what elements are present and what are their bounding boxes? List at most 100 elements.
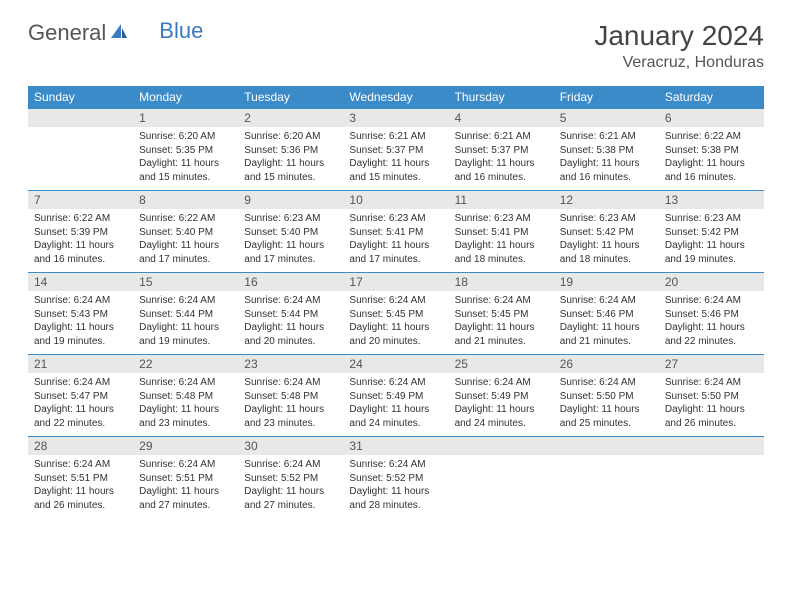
day-number: 22 (133, 354, 238, 373)
sunrise-text: Sunrise: 6:23 AM (560, 212, 653, 226)
daylight-text: Daylight: 11 hours and 16 minutes. (665, 157, 758, 184)
sunrise-text: Sunrise: 6:23 AM (455, 212, 548, 226)
sunset-text: Sunset: 5:37 PM (455, 144, 548, 158)
calendar-week-row: 1Sunrise: 6:20 AMSunset: 5:35 PMDaylight… (28, 108, 764, 190)
sunset-text: Sunset: 5:50 PM (665, 390, 758, 404)
sunset-text: Sunset: 5:49 PM (455, 390, 548, 404)
sunrise-text: Sunrise: 6:20 AM (139, 130, 232, 144)
daylight-text: Daylight: 11 hours and 23 minutes. (139, 403, 232, 430)
sunset-text: Sunset: 5:43 PM (34, 308, 127, 322)
daylight-text: Daylight: 11 hours and 15 minutes. (349, 157, 442, 184)
daylight-text: Daylight: 11 hours and 15 minutes. (139, 157, 232, 184)
sunset-text: Sunset: 5:40 PM (139, 226, 232, 240)
day-number: 16 (238, 272, 343, 291)
day-content: Sunrise: 6:24 AMSunset: 5:44 PMDaylight:… (133, 291, 238, 354)
sunrise-text: Sunrise: 6:24 AM (665, 376, 758, 390)
calendar-day-cell: 11Sunrise: 6:23 AMSunset: 5:41 PMDayligh… (449, 190, 554, 272)
daylight-text: Daylight: 11 hours and 21 minutes. (455, 321, 548, 348)
day-content: Sunrise: 6:24 AMSunset: 5:46 PMDaylight:… (659, 291, 764, 354)
daylight-text: Daylight: 11 hours and 19 minutes. (34, 321, 127, 348)
day-content: Sunrise: 6:24 AMSunset: 5:47 PMDaylight:… (28, 373, 133, 436)
day-number: 15 (133, 272, 238, 291)
day-content: Sunrise: 6:24 AMSunset: 5:52 PMDaylight:… (343, 455, 448, 518)
day-number: 7 (28, 190, 133, 209)
daylight-text: Daylight: 11 hours and 17 minutes. (349, 239, 442, 266)
daylight-text: Daylight: 11 hours and 18 minutes. (455, 239, 548, 266)
sunrise-text: Sunrise: 6:21 AM (560, 130, 653, 144)
daylight-text: Daylight: 11 hours and 17 minutes. (139, 239, 232, 266)
daylight-text: Daylight: 11 hours and 20 minutes. (349, 321, 442, 348)
calendar-day-cell (659, 436, 764, 518)
day-number: 11 (449, 190, 554, 209)
sunset-text: Sunset: 5:39 PM (34, 226, 127, 240)
calendar-day-cell: 12Sunrise: 6:23 AMSunset: 5:42 PMDayligh… (554, 190, 659, 272)
calendar-day-cell: 30Sunrise: 6:24 AMSunset: 5:52 PMDayligh… (238, 436, 343, 518)
calendar-day-cell (554, 436, 659, 518)
calendar-week-row: 7Sunrise: 6:22 AMSunset: 5:39 PMDaylight… (28, 190, 764, 272)
day-content: Sunrise: 6:24 AMSunset: 5:45 PMDaylight:… (449, 291, 554, 354)
calendar-day-cell: 29Sunrise: 6:24 AMSunset: 5:51 PMDayligh… (133, 436, 238, 518)
month-title: January 2024 (594, 20, 764, 52)
sunset-text: Sunset: 5:38 PM (560, 144, 653, 158)
daylight-text: Daylight: 11 hours and 24 minutes. (455, 403, 548, 430)
daylight-text: Daylight: 11 hours and 16 minutes. (455, 157, 548, 184)
calendar-week-row: 21Sunrise: 6:24 AMSunset: 5:47 PMDayligh… (28, 354, 764, 436)
logo-sail-icon (109, 22, 129, 45)
logo-text-gray: General (28, 20, 106, 46)
day-number: 4 (449, 108, 554, 127)
sunrise-text: Sunrise: 6:24 AM (349, 458, 442, 472)
sunset-text: Sunset: 5:38 PM (665, 144, 758, 158)
sunset-text: Sunset: 5:40 PM (244, 226, 337, 240)
daylight-text: Daylight: 11 hours and 16 minutes. (34, 239, 127, 266)
calendar-week-row: 28Sunrise: 6:24 AMSunset: 5:51 PMDayligh… (28, 436, 764, 518)
day-number: 30 (238, 436, 343, 455)
sunset-text: Sunset: 5:37 PM (349, 144, 442, 158)
daylight-text: Daylight: 11 hours and 27 minutes. (244, 485, 337, 512)
calendar-day-cell: 14Sunrise: 6:24 AMSunset: 5:43 PMDayligh… (28, 272, 133, 354)
calendar-day-cell: 25Sunrise: 6:24 AMSunset: 5:49 PMDayligh… (449, 354, 554, 436)
daylight-text: Daylight: 11 hours and 15 minutes. (244, 157, 337, 184)
calendar-day-cell: 4 Sunrise: 6:21 AMSunset: 5:37 PMDaylight… (449, 108, 554, 190)
day-content: Sunrise: 6:24 AMSunset: 5:48 PMDaylight:… (238, 373, 343, 436)
sunrise-text: Sunrise: 6:22 AM (139, 212, 232, 226)
sunrise-text: Sunrise: 6:21 AM (455, 130, 548, 144)
sunset-text: Sunset: 5:49 PM (349, 390, 442, 404)
calendar-day-cell: 1Sunrise: 6:20 AMSunset: 5:35 PMDaylight… (133, 108, 238, 190)
sunrise-text: Sunrise: 6:24 AM (349, 294, 442, 308)
day-content: Sunrise: 6:23 AMSunset: 5:40 PMDaylight:… (238, 209, 343, 272)
sunrise-text: Sunrise: 6:23 AM (349, 212, 442, 226)
day-number: 2 (238, 108, 343, 127)
weekday-header: Friday (554, 86, 659, 108)
sunrise-text: Sunrise: 6:24 AM (455, 376, 548, 390)
calendar-day-cell: 7Sunrise: 6:22 AMSunset: 5:39 PMDaylight… (28, 190, 133, 272)
sunset-text: Sunset: 5:45 PM (349, 308, 442, 322)
day-content: Sunrise: 6:22 AMSunset: 5:38 PMDaylight:… (659, 127, 764, 190)
calendar-body: 1Sunrise: 6:20 AMSunset: 5:35 PMDaylight… (28, 108, 764, 518)
daylight-text: Daylight: 11 hours and 20 minutes. (244, 321, 337, 348)
calendar-day-cell: 24Sunrise: 6:24 AMSunset: 5:49 PMDayligh… (343, 354, 448, 436)
sunrise-text: Sunrise: 6:23 AM (665, 212, 758, 226)
day-content: Sunrise: 6:23 AMSunset: 5:42 PMDaylight:… (554, 209, 659, 272)
day-content: Sunrise: 6:24 AMSunset: 5:50 PMDaylight:… (554, 373, 659, 436)
day-content: Sunrise: 6:20 AMSunset: 5:35 PMDaylight:… (133, 127, 238, 190)
calendar-day-cell: 3Sunrise: 6:21 AMSunset: 5:37 PMDaylight… (343, 108, 448, 190)
weekday-header: Sunday (28, 86, 133, 108)
calendar-day-cell: 2Sunrise: 6:20 AMSunset: 5:36 PMDaylight… (238, 108, 343, 190)
sunrise-text: Sunrise: 6:24 AM (139, 376, 232, 390)
day-content: Sunrise: 6:24 AMSunset: 5:44 PMDaylight:… (238, 291, 343, 354)
day-number: 14 (28, 272, 133, 291)
day-number (449, 436, 554, 455)
day-content: Sunrise: 6:21 AMSunset: 5:38 PMDaylight:… (554, 127, 659, 190)
sunrise-text: Sunrise: 6:24 AM (139, 294, 232, 308)
sunset-text: Sunset: 5:51 PM (34, 472, 127, 486)
calendar-day-cell: 23Sunrise: 6:24 AMSunset: 5:48 PMDayligh… (238, 354, 343, 436)
page-header: General Blue January 2024 Veracruz, Hond… (28, 20, 764, 72)
day-number: 8 (133, 190, 238, 209)
logo-text-blue: Blue (159, 18, 203, 44)
weekday-header: Wednesday (343, 86, 448, 108)
sunset-text: Sunset: 5:52 PM (244, 472, 337, 486)
day-number: 20 (659, 272, 764, 291)
title-block: January 2024 Veracruz, Honduras (594, 20, 764, 72)
day-number: 17 (343, 272, 448, 291)
day-number: 21 (28, 354, 133, 373)
